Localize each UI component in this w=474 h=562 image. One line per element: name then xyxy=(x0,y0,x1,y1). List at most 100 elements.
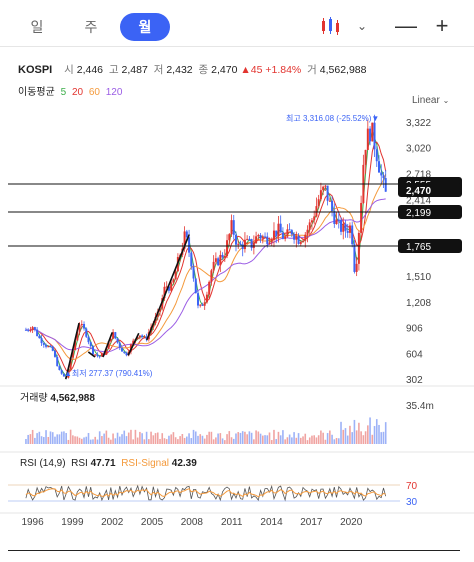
candle-body xyxy=(172,279,175,283)
volume-bar xyxy=(78,437,81,444)
volume-bar xyxy=(384,422,387,444)
volume-bar xyxy=(206,434,208,444)
x-axis-label: 2011 xyxy=(221,517,243,528)
candle-body xyxy=(203,302,206,306)
candle-body xyxy=(223,256,226,258)
volume-bar xyxy=(304,433,307,444)
candle-body xyxy=(118,342,121,348)
tab-monthly[interactable]: 월 xyxy=(120,13,170,41)
candle-body xyxy=(328,200,331,202)
volume-bar xyxy=(297,433,300,444)
candle-body xyxy=(91,346,94,355)
volume-bar xyxy=(378,424,380,444)
volume-bar xyxy=(172,432,175,444)
x-axis-label: 2020 xyxy=(340,517,363,528)
volume-bar xyxy=(161,433,164,444)
x-axis-label: 1999 xyxy=(61,517,84,528)
volume-bar xyxy=(168,435,170,444)
x-axis-label: 2002 xyxy=(101,517,124,528)
x-axis-label: 2005 xyxy=(141,517,164,528)
candle-body xyxy=(369,128,372,142)
candle-body xyxy=(279,223,282,233)
candle-body xyxy=(348,225,351,233)
candle-body xyxy=(364,149,367,165)
candle-body xyxy=(33,327,36,330)
candle-body xyxy=(246,238,249,240)
volume-bar xyxy=(87,432,90,444)
volume-bar xyxy=(170,434,172,444)
volume-bar xyxy=(116,432,119,444)
candle-body xyxy=(306,229,309,235)
candle-body xyxy=(326,185,329,201)
candle-body xyxy=(51,346,54,351)
candle-body xyxy=(42,343,45,345)
candle-body xyxy=(174,271,177,280)
candle-body xyxy=(80,323,83,326)
candle-body xyxy=(185,231,188,238)
candle-body xyxy=(196,293,199,306)
volume-bar xyxy=(308,437,311,444)
volume-bar xyxy=(110,439,112,444)
volume-bar xyxy=(360,431,362,444)
close-value: 2,470 xyxy=(211,64,238,76)
volume-bar xyxy=(76,436,79,444)
volume-bar xyxy=(92,439,94,444)
volume-bar xyxy=(94,436,97,444)
volume-bar xyxy=(270,440,273,444)
candle-body xyxy=(353,244,356,272)
volume-bar xyxy=(237,432,240,444)
plus-icon[interactable]: + xyxy=(435,13,449,38)
scale-toggle[interactable]: Linear ⌄ xyxy=(412,95,449,106)
volume-bar xyxy=(159,438,161,444)
candle-body xyxy=(221,254,224,258)
candle-body xyxy=(201,304,204,306)
price-axis-label: 2,414 xyxy=(406,195,431,206)
candle-body xyxy=(217,258,220,266)
volume-bar xyxy=(121,434,123,444)
volume-bar xyxy=(212,439,215,444)
candle-body xyxy=(58,366,61,371)
volume-bar xyxy=(239,432,242,444)
candle-body xyxy=(272,230,275,240)
candle-body xyxy=(56,356,59,367)
candle-body xyxy=(141,335,144,337)
candle-body xyxy=(100,353,103,357)
price-chart[interactable]: 3,3223,0202,7182,4141,5101,208906604302 … xyxy=(0,105,474,550)
chevron-down-icon[interactable]: ⌄ xyxy=(356,19,368,33)
volume-bar xyxy=(190,438,193,444)
candle-body xyxy=(112,332,115,339)
candle-body xyxy=(337,219,340,221)
candle-body xyxy=(36,329,39,337)
volume-bar xyxy=(34,437,36,444)
rsi-upper-label: 70 xyxy=(406,481,418,492)
candle-body xyxy=(27,329,30,331)
volume-bar xyxy=(241,431,244,444)
volume-bar xyxy=(246,434,248,444)
candle-body xyxy=(237,243,240,245)
volume-bar xyxy=(331,434,333,444)
volume-bar xyxy=(329,430,331,444)
candle-body xyxy=(76,332,79,341)
volume-bar xyxy=(36,433,38,444)
volume-bar xyxy=(255,430,257,444)
open-label: 시 xyxy=(64,64,74,76)
candle-body xyxy=(293,234,296,240)
volume-bar xyxy=(136,437,139,444)
tab-weekly[interactable]: 주 xyxy=(84,19,98,35)
candle-body xyxy=(98,356,101,358)
price-axis-label: 906 xyxy=(406,324,423,335)
candle-body xyxy=(183,231,186,249)
candle-body xyxy=(324,185,327,187)
minus-icon[interactable]: — xyxy=(395,13,417,38)
candlestick-icon[interactable] xyxy=(318,12,344,40)
tab-daily[interactable]: 일 xyxy=(30,19,44,35)
candle-body xyxy=(83,323,86,329)
candle-body xyxy=(310,220,313,223)
trend-line xyxy=(145,234,190,341)
volume-bar xyxy=(210,431,213,444)
candle-body xyxy=(384,178,387,192)
volume-bar xyxy=(208,431,210,444)
volume-bar xyxy=(224,440,226,444)
x-axis-label: 2014 xyxy=(260,517,283,528)
price-axis-label: 302 xyxy=(406,375,423,386)
